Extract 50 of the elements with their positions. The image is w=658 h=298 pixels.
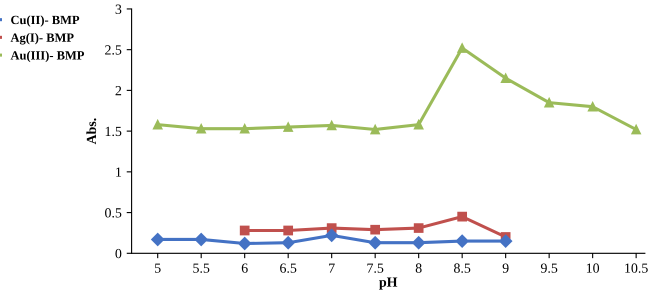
x-tick-label: 10.5 (625, 263, 648, 273)
x-tick-label: 6 (242, 263, 248, 273)
point (412, 236, 426, 250)
point (370, 124, 380, 134)
point (326, 120, 337, 130)
x-tick-label: 8.5 (454, 263, 470, 273)
y-tick-label: 3 (116, 4, 122, 14)
y-tick-label: 2 (116, 86, 122, 96)
point (544, 98, 554, 108)
point (151, 232, 164, 246)
y-tick-label: 2.5 (105, 45, 122, 55)
x-tick-label: 10 (586, 263, 600, 273)
point (456, 234, 469, 248)
point (282, 236, 295, 250)
y-tick-label: 0 (115, 248, 122, 258)
point (370, 224, 380, 235)
x-axis-title: pH (379, 278, 398, 290)
legend-label: Cu(II)- BMP (11, 15, 80, 27)
x-tick-label: 8 (416, 263, 422, 273)
point (240, 226, 250, 236)
point (283, 226, 294, 236)
x-tick-label: 9.5 (540, 263, 558, 273)
point (588, 102, 598, 112)
point (457, 212, 468, 222)
point (414, 223, 424, 233)
x-tick-label: 7.5 (367, 264, 384, 273)
x-tick-label: 9 (502, 263, 509, 273)
point (238, 236, 252, 250)
y-axis-title: Abs. (86, 118, 96, 144)
x-tick-label: 6.5 (280, 263, 296, 273)
point (283, 122, 294, 132)
point (414, 120, 424, 130)
y-tick-label: 1 (116, 167, 122, 177)
point (152, 120, 163, 130)
y-tick-label: 1.5 (106, 126, 122, 136)
point (240, 124, 250, 134)
point (196, 124, 206, 134)
point (368, 236, 382, 250)
point (500, 73, 511, 84)
point (194, 232, 208, 246)
point (457, 43, 468, 53)
y-tick-label: 0.5 (105, 208, 122, 218)
x-tick-label: 5 (155, 264, 161, 273)
x-tick-label: 7 (329, 264, 335, 273)
point (325, 228, 338, 242)
legend-label: Ag(I)- BMP (10, 33, 74, 44)
x-tick-label: 5.5 (193, 264, 210, 273)
point (499, 234, 512, 248)
point (631, 124, 642, 134)
legend-label: Au(III)- BMP (10, 50, 84, 62)
